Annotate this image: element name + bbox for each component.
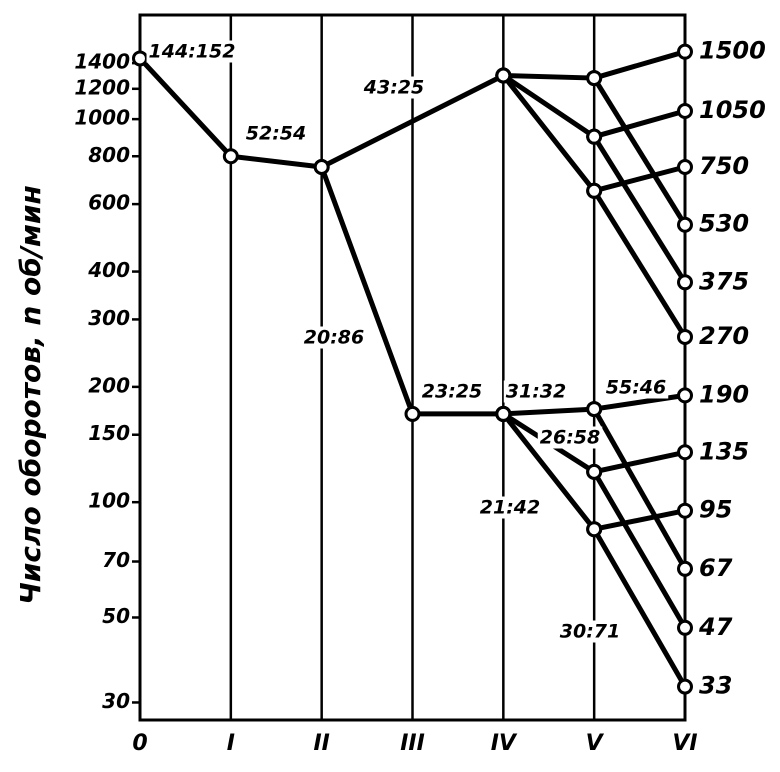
node xyxy=(677,619,693,636)
node xyxy=(677,274,693,291)
node xyxy=(586,182,603,199)
y-tick-label: 600 xyxy=(88,191,130,215)
node xyxy=(586,128,603,145)
y-tick-label: 70 xyxy=(102,548,130,572)
x-tick-label: I xyxy=(227,731,235,756)
y2-tick-label: 190 xyxy=(699,380,749,408)
node xyxy=(495,405,512,422)
ratio-label: 20:86 xyxy=(304,327,364,349)
y2-tick-label: 270 xyxy=(699,322,749,350)
series-line xyxy=(592,189,688,339)
label-bg xyxy=(477,496,543,519)
ratio-label: 43:25 xyxy=(363,77,424,99)
node xyxy=(132,50,148,67)
y-axis-label: Число оборотов, n об/мин xyxy=(14,185,47,605)
x-tick-label: 0 xyxy=(132,731,147,756)
y-tick-label: 300 xyxy=(88,306,130,330)
node xyxy=(677,444,693,461)
label-bg xyxy=(557,620,623,643)
series-line xyxy=(320,73,505,170)
label-bg xyxy=(503,380,569,403)
node xyxy=(586,463,603,480)
y-tick-label: 400 xyxy=(87,258,130,282)
label-bg xyxy=(360,76,427,99)
ratio-label: 31:32 xyxy=(506,381,566,403)
node xyxy=(677,678,693,695)
y2-tick-label: 95 xyxy=(699,496,732,524)
series-line xyxy=(592,470,688,630)
label-bg xyxy=(146,40,238,63)
label-bg xyxy=(603,376,669,399)
y-tick-label: 1000 xyxy=(74,106,130,130)
y2-tick-label: 375 xyxy=(699,267,749,295)
y2-tick-label: 1050 xyxy=(699,96,766,124)
ratio-label: 144:152 xyxy=(149,41,236,63)
series-line xyxy=(591,407,688,571)
y2-tick-label: 67 xyxy=(699,554,733,582)
ratio-label: 23:25 xyxy=(422,381,482,403)
x-tick-label: II xyxy=(313,731,329,756)
x-tick-label: IV xyxy=(491,731,518,756)
ratio-label: 55:46 xyxy=(606,377,666,399)
x-tick-label: VI xyxy=(672,731,697,756)
series-line xyxy=(592,527,688,688)
ratio-label: 21:42 xyxy=(480,497,540,519)
series-line xyxy=(592,135,688,284)
node xyxy=(495,67,512,84)
y-tick-label: 800 xyxy=(88,143,130,167)
x-tick-label: V xyxy=(586,731,605,756)
y2-tick-label: 33 xyxy=(699,672,732,700)
label-bg xyxy=(243,122,309,145)
y-tick-label: 150 xyxy=(88,421,130,445)
node xyxy=(586,70,603,87)
y-tick-label: 1200 xyxy=(74,75,130,99)
node xyxy=(677,158,693,175)
node xyxy=(222,148,239,165)
y-tick-label: 200 xyxy=(88,373,130,397)
y-tick-label: 1400 xyxy=(74,50,130,74)
y2-tick-label: 750 xyxy=(699,152,749,180)
x-tick-label: III xyxy=(400,731,425,756)
node xyxy=(313,158,330,175)
y2-tick-label: 1500 xyxy=(699,37,766,65)
node xyxy=(586,521,603,538)
node xyxy=(404,405,421,422)
y2-tick-label: 530 xyxy=(699,210,749,238)
node xyxy=(677,502,693,519)
label-bg xyxy=(301,326,367,349)
node xyxy=(677,103,693,120)
node xyxy=(677,387,693,404)
y2-tick-label: 47 xyxy=(698,613,733,641)
y-tick-label: 30 xyxy=(102,689,130,713)
node xyxy=(677,560,693,577)
y2-tick-label: 135 xyxy=(699,437,749,465)
node xyxy=(677,328,693,345)
y-tick-label: 100 xyxy=(88,489,130,513)
label-bg xyxy=(419,380,485,403)
ratio-label: 26:58 xyxy=(540,427,600,449)
ratio-label: 52:54 xyxy=(246,123,306,145)
series-line xyxy=(592,76,688,227)
node xyxy=(586,401,603,418)
label-bg xyxy=(537,426,603,449)
ratio-label: 30:71 xyxy=(560,621,620,643)
y-tick-label: 50 xyxy=(102,604,130,628)
node xyxy=(677,216,693,233)
node xyxy=(677,43,693,60)
